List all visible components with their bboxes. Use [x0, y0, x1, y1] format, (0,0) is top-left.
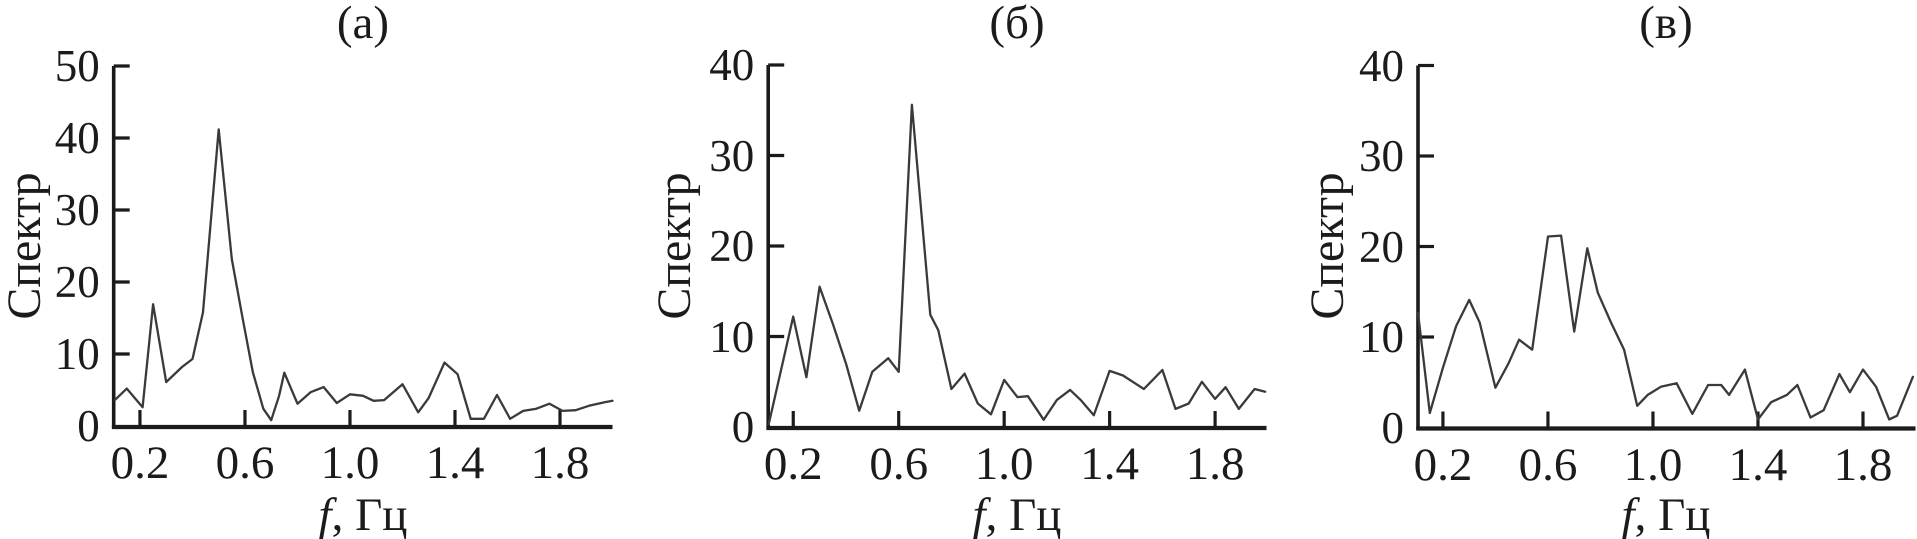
x-tick-label-v-0.2: 0.2 [1413, 438, 1473, 491]
x-axis-label-f-b: f [972, 489, 986, 539]
panel-title-a: (а) [336, 0, 390, 49]
x-tick-label-a-1: 1.0 [320, 437, 380, 489]
spectrum-curve-v [1416, 234, 1915, 421]
x-tick-label-v-1.8: 1.8 [1833, 438, 1893, 491]
x-axis-label-units-v: , Гц [1634, 489, 1711, 539]
y-tick-label-b-0: 0 [731, 402, 755, 452]
y-tick-label-b-40: 40 [709, 40, 755, 90]
y-tick-label-v-10: 10 [1359, 312, 1404, 362]
y-tick-label-v-0: 0 [1381, 402, 1405, 453]
y-tick-label-a-30: 30 [54, 185, 100, 235]
x-tick-label-a-1.8: 1.8 [530, 437, 590, 489]
x-tick-label-b-1.8: 1.8 [1185, 438, 1245, 490]
x-tick-label-v-0.6: 0.6 [1518, 438, 1578, 491]
x-tick-label-a-1.4: 1.4 [425, 437, 485, 489]
x-axis-label-b: f, Гц [897, 489, 1137, 539]
x-axis-label-f-a: f [318, 489, 332, 539]
x-tick-label-a-0.6: 0.6 [215, 437, 275, 489]
x-axis-label-units-b: , Гц [985, 489, 1062, 539]
x-tick-label-b-1.4: 1.4 [1080, 438, 1139, 490]
y-tick-label-b-30: 30 [709, 130, 755, 181]
spectrum-curve-b [767, 103, 1267, 426]
y-tick-label-b-10: 10 [709, 311, 755, 362]
y-tick-label-v-40: 40 [1359, 40, 1404, 91]
y-tick-label-v-30: 30 [1359, 131, 1404, 181]
y-tick-label-b-20: 20 [709, 221, 755, 271]
x-axis-label-v: f, Гц [1546, 489, 1786, 539]
y-tick-label-a-20: 20 [54, 257, 100, 307]
panel-title-v: (в) [1639, 0, 1693, 49]
spectrum-curve-a [113, 128, 614, 422]
x-axis-label-a: f, Гц [243, 489, 483, 539]
x-tick-label-b-0.6: 0.6 [869, 438, 929, 490]
x-tick-label-b-1: 1.0 [974, 438, 1034, 490]
x-tick-label-v-1: 1.0 [1623, 438, 1683, 491]
x-tick-label-v-1.4: 1.4 [1728, 438, 1788, 491]
x-tick-label-b-0.2: 0.2 [763, 438, 823, 490]
y-tick-label-a-10: 10 [54, 329, 100, 379]
x-axis-label-units-a: , Гц [331, 489, 408, 539]
panel-title-b: (б) [989, 0, 1045, 49]
y-tick-label-v-20: 20 [1359, 221, 1404, 272]
y-tick-label-a-0: 0 [77, 401, 100, 451]
x-tick-label-a-0.2: 0.2 [110, 437, 170, 489]
y-tick-label-a-40: 40 [54, 113, 100, 163]
y-tick-label-a-50: 50 [54, 41, 100, 91]
x-axis-label-f-v: f [1621, 489, 1635, 539]
